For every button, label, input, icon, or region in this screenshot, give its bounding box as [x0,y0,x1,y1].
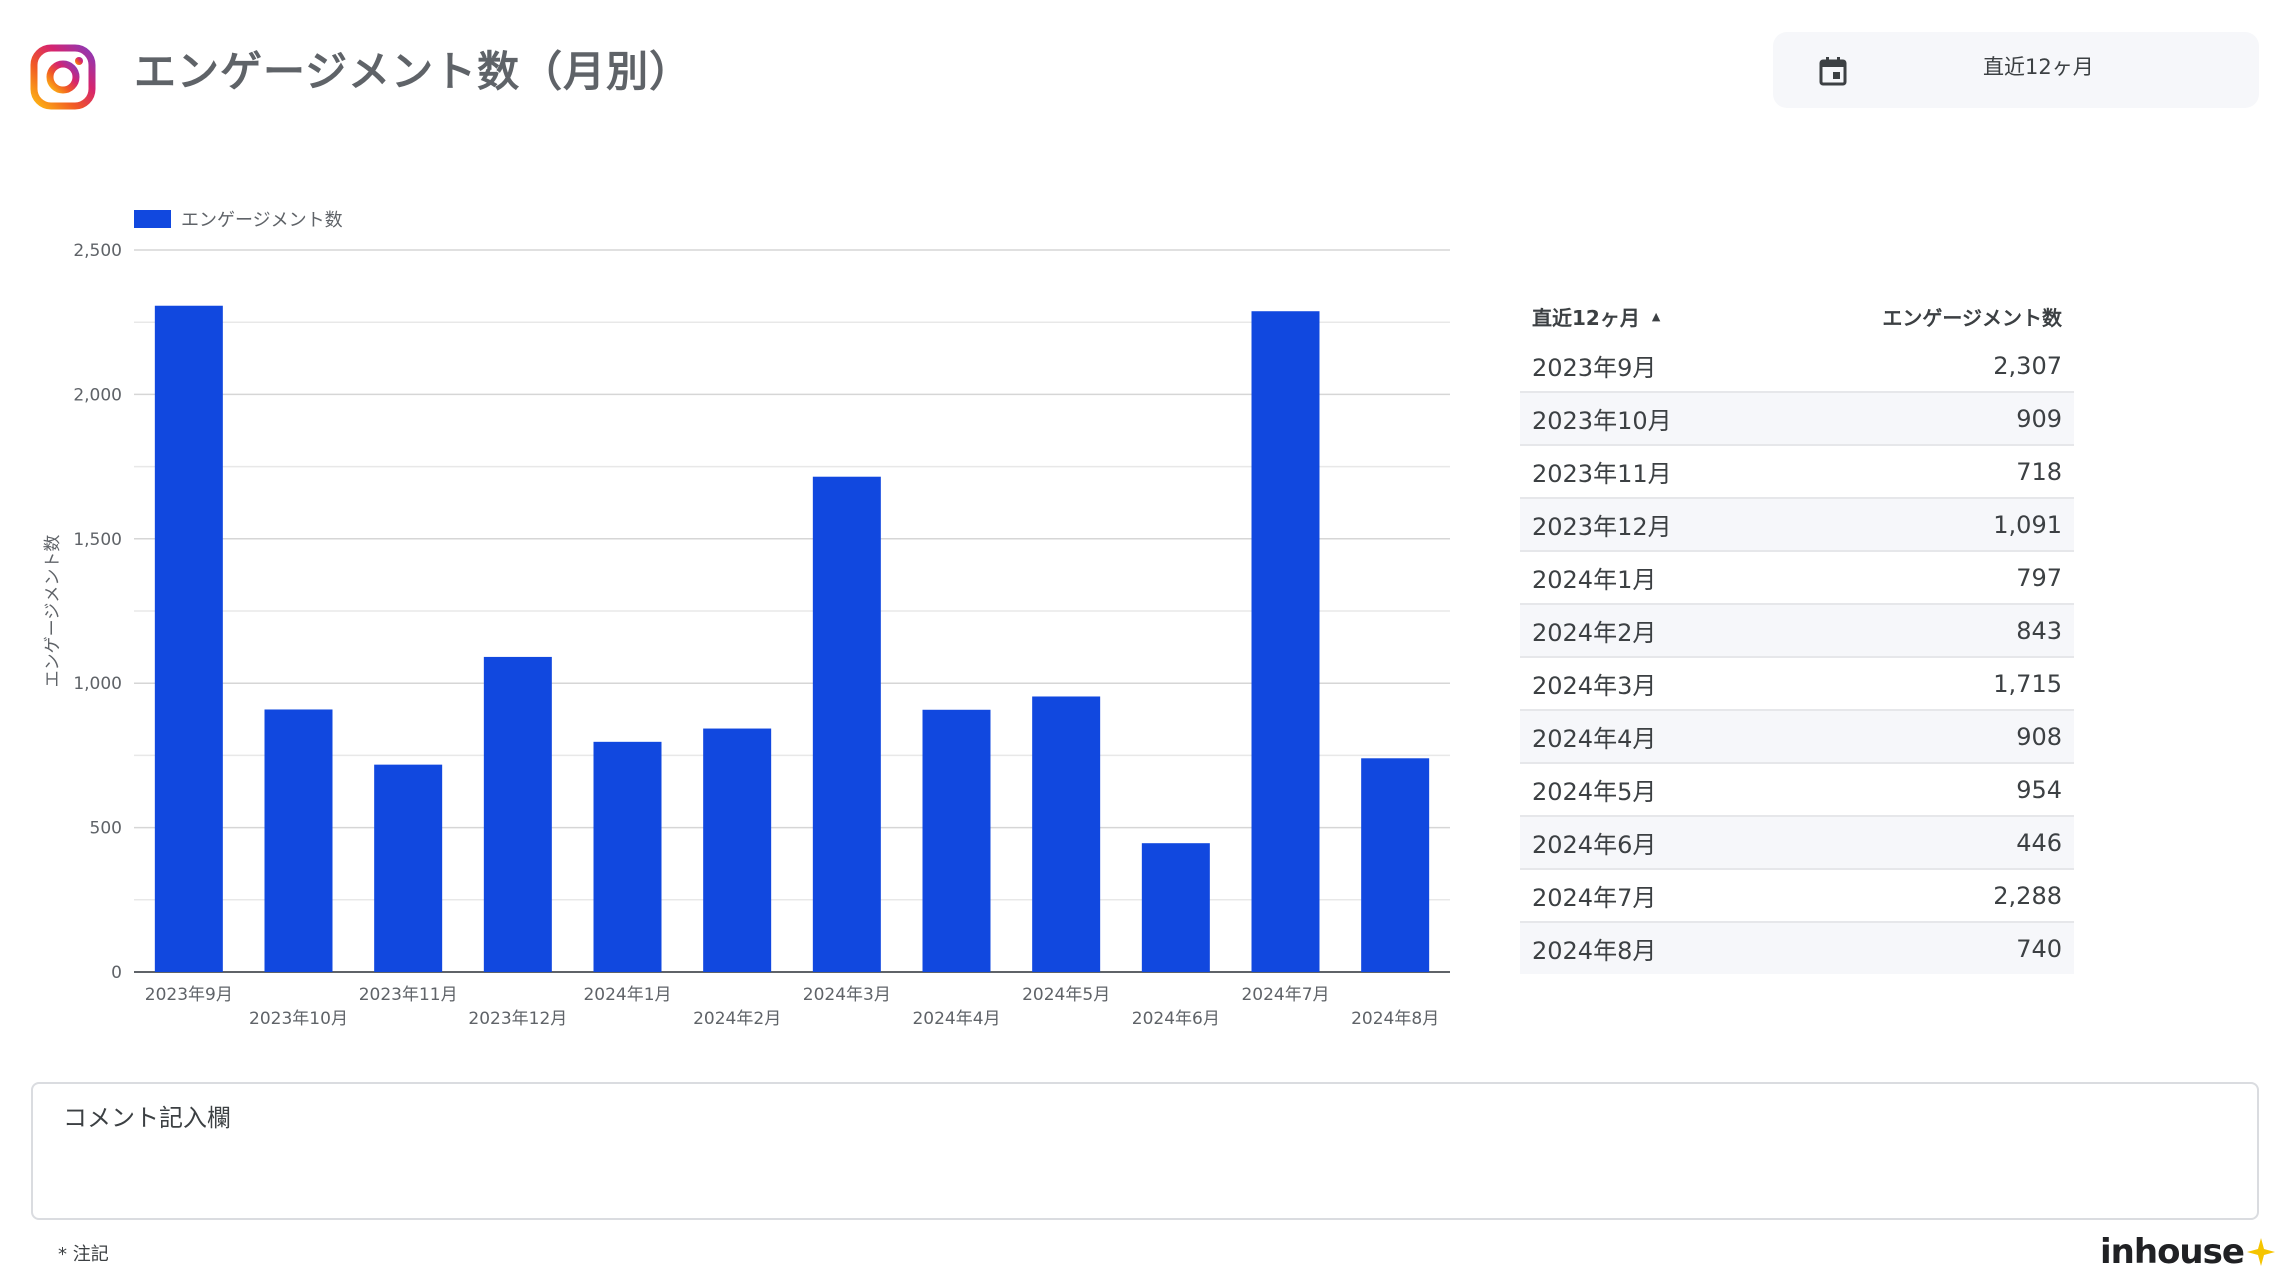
y-tick-label: 500 [90,819,122,839]
cell-month: 2024年8月 [1532,937,1657,965]
y-tick-label: 2,500 [73,241,122,261]
cell-engagement: 1,715 [1993,669,2062,698]
plus-icon [2246,1238,2275,1266]
table-row: 2023年10月 909 [1520,393,2074,446]
cell-engagement: 954 [2016,775,2062,804]
table-row: 2024年7月 2,288 [1520,870,2074,923]
cell-engagement: 740 [2016,934,2062,963]
table-row: 2024年8月 740 [1520,923,2074,974]
table-row: 2023年12月 1,091 [1520,499,2074,552]
x-tick-label: 2024年8月 [1351,1009,1439,1029]
legend-swatch [134,210,171,228]
bar [1141,843,1210,972]
page-title: エンゲージメント数（月別） [134,47,693,96]
table-row: 2024年3月 1,715 [1520,658,2074,711]
x-tick-label: 2024年4月 [912,1009,1000,1029]
x-tick-label: 2023年12月 [468,1009,567,1029]
x-tick-label: 2023年11月 [359,985,458,1005]
cell-engagement: 909 [2016,404,2062,433]
bar [483,656,552,972]
x-tick-label: 2024年3月 [803,985,891,1005]
table-row: 2023年9月 2,307 [1520,340,2074,393]
table-body: 2023年9月 2,307 2023年10月 909 2023年11月 718 2023年1… [1520,340,2074,974]
cell-engagement: 718 [2016,457,2062,486]
bar [922,709,991,972]
sort-ascending-icon: ▲ [1651,309,1661,323]
instagram-icon [30,44,96,110]
column-header-month[interactable]: 直近12ヶ月 ▲ [1532,302,1660,331]
cell-month: 2023年12月 [1532,513,1672,541]
x-tick-label: 2024年7月 [1241,985,1329,1005]
date-range-label: 直近12ヶ月 [1983,55,2094,79]
x-tick-label: 2024年5月 [1022,985,1110,1005]
chart-svg: 0 500 1,000 1,500 2,000 2,500 2023年9月 2023年10月 2… [43,241,1450,1029]
cell-month: 2024年1月 [1532,566,1657,594]
y-tick-label: 2,000 [73,385,122,405]
brand-logo: inhouse [2100,1232,2276,1272]
cell-engagement: 2,288 [1993,881,2062,910]
y-tick-label: 0 [111,963,122,983]
table-row: 2024年1月 797 [1520,552,2074,605]
bar [1251,311,1320,972]
cell-engagement: 446 [2016,828,2062,857]
cell-month: 2023年11月 [1532,460,1672,488]
date-range-filter[interactable]: 直近12ヶ月 [1773,32,2259,108]
cell-month: 2023年10月 [1532,407,1672,435]
bar [593,741,662,972]
comment-label: コメント記入欄 [63,1104,231,1132]
cell-month: 2024年6月 [1532,831,1657,859]
x-tick-label: 2023年10月 [249,1009,348,1029]
cell-month: 2024年4月 [1532,725,1657,753]
cell-month: 2023年9月 [1532,354,1657,382]
calendar-icon [1819,57,1847,86]
bar [264,709,333,972]
engagement-table: 直近12ヶ月 ▲ エンゲージメント数 2023年9月 2,307 2023年10月 9… [1520,292,2074,974]
x-tick-label: 2024年1月 [583,985,671,1005]
bar [1361,758,1430,972]
cell-engagement: 1,091 [1993,510,2062,539]
table-row: 2024年6月 446 [1520,817,2074,870]
footnote: * 注記 [58,1244,109,1265]
legend-label: エンゲージメント数 [181,210,343,231]
cell-engagement: 843 [2016,616,2062,645]
y-tick-label: 1,000 [73,674,122,694]
brand-name: inhouse [2100,1232,2245,1272]
y-axis-title: エンゲージメント数 [43,535,63,688]
cell-engagement: 2,307 [1993,351,2062,380]
column-header-engagement[interactable]: エンゲージメント数 [1882,305,2062,330]
cell-month: 2024年5月 [1532,778,1657,806]
cell-engagement: 797 [2016,563,2062,592]
x-tick-label: 2024年6月 [1132,1009,1220,1029]
x-tick-label: 2023年9月 [145,985,233,1005]
bar [374,764,443,972]
bar [812,476,881,972]
bar [154,305,223,972]
cell-engagement: 908 [2016,722,2062,751]
y-tick-label: 1,500 [73,530,122,550]
engagement-bar-chart: 0 500 1,000 1,500 2,000 2,500 2023年9月 2023年10月 2… [0,180,1480,1050]
table-row: 2023年11月 718 [1520,446,2074,499]
cell-month: 2024年3月 [1532,672,1657,700]
table-row: 2024年4月 908 [1520,711,2074,764]
table-row: 2024年5月 954 [1520,764,2074,817]
bar [1032,696,1101,972]
table-header: 直近12ヶ月 ▲ エンゲージメント数 [1520,292,2074,340]
bar [703,728,772,972]
cell-month: 2024年2月 [1532,619,1657,647]
x-tick-label: 2024年2月 [693,1009,781,1029]
cell-month: 2024年7月 [1532,884,1657,912]
chart-legend: エンゲージメント数 [134,206,343,232]
comment-box[interactable]: コメント記入欄 [31,1082,2259,1220]
table-row: 2024年2月 843 [1520,605,2074,658]
column-header-month-label: 直近12ヶ月 [1532,305,1640,330]
